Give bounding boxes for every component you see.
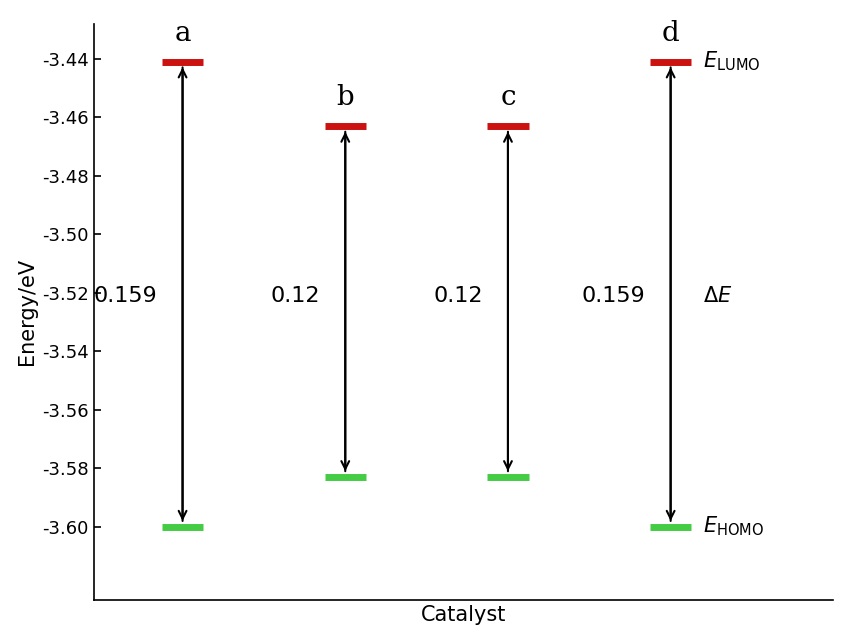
Text: d: d (662, 20, 679, 47)
Text: $E_{\mathrm{HOMO}}$: $E_{\mathrm{HOMO}}$ (703, 515, 764, 539)
Text: 0.12: 0.12 (270, 286, 320, 306)
Text: c: c (500, 84, 516, 111)
Text: 0.12: 0.12 (434, 286, 483, 306)
Text: 0.159: 0.159 (581, 286, 645, 306)
Text: 0.159: 0.159 (94, 286, 157, 306)
X-axis label: Catalyst: Catalyst (421, 605, 507, 625)
Text: $\Delta E$: $\Delta E$ (703, 286, 733, 306)
Text: $E_{\mathrm{LUMO}}$: $E_{\mathrm{LUMO}}$ (703, 50, 761, 73)
Text: a: a (174, 20, 190, 47)
Y-axis label: Energy/eV: Energy/eV (17, 258, 37, 365)
Text: b: b (337, 84, 354, 111)
